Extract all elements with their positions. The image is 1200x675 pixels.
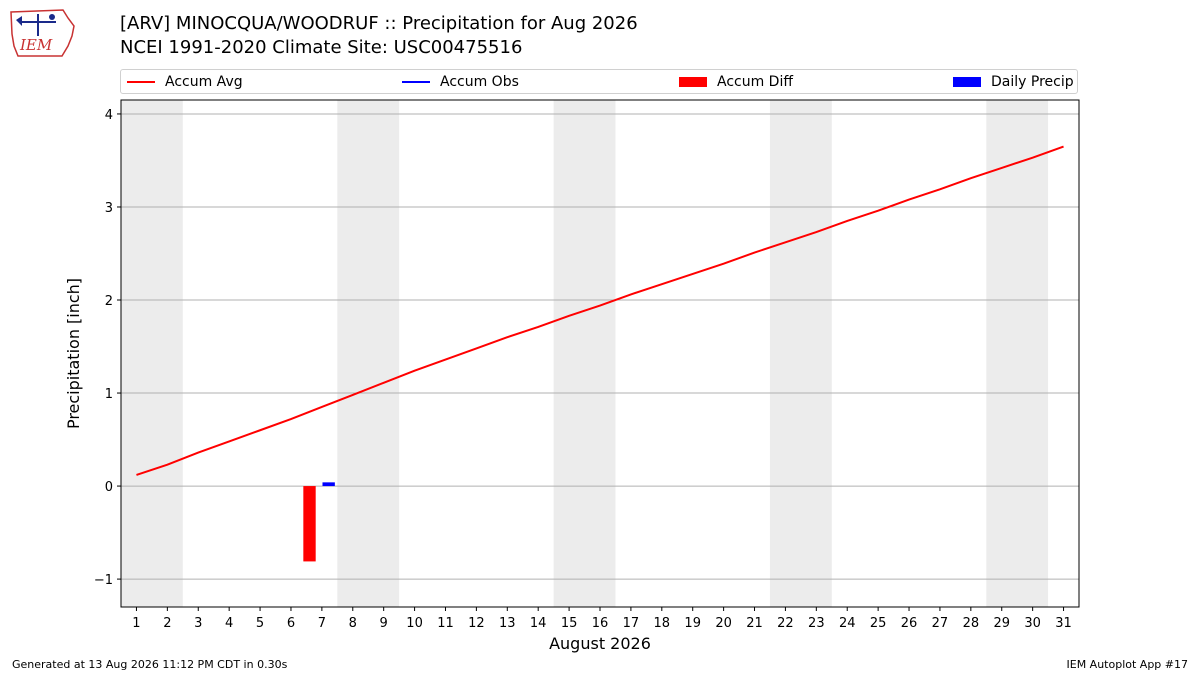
y-tick-label: 1 — [105, 387, 113, 402]
x-tick-label: 7 — [318, 616, 326, 631]
x-axis-label: August 2026 — [549, 634, 651, 653]
y-tick-label: 4 — [105, 108, 113, 123]
legend-item-accum-obs: Accum Obs — [402, 70, 519, 93]
x-tick-label: 30 — [1024, 616, 1041, 631]
weekend-shade — [337, 100, 400, 607]
x-tick-label: 31 — [1055, 616, 1072, 631]
x-tick-label: 12 — [468, 616, 485, 631]
plot-frame — [120, 99, 1080, 608]
x-tick-label: 2 — [163, 616, 171, 631]
x-tick-label: 24 — [839, 616, 856, 631]
x-tick-label: 22 — [777, 616, 794, 631]
x-tick-label: 20 — [715, 616, 732, 631]
x-tick-label: 6 — [287, 616, 295, 631]
legend-item-accum-diff: Accum Diff — [679, 70, 793, 93]
legend-swatch — [402, 80, 430, 83]
legend-label: Accum Diff — [717, 73, 794, 90]
weekend-shade — [986, 100, 1049, 607]
x-tick-label: 17 — [623, 616, 640, 631]
iem-logo: IEM — [8, 6, 80, 58]
x-tick-label: 1 — [132, 616, 140, 631]
x-tick-label: 10 — [406, 616, 423, 631]
weekend-shade — [553, 100, 616, 607]
generated-timestamp: Generated at 13 Aug 2026 11:12 PM CDT in… — [12, 658, 288, 671]
app-label: IEM Autoplot App #17 — [1066, 658, 1189, 671]
y-tick-label: 3 — [105, 201, 113, 216]
legend-swatch — [953, 76, 981, 87]
x-tick-label: 4 — [225, 616, 233, 631]
legend-label: Daily Precip — [991, 73, 1074, 90]
legend-label: Accum Avg — [165, 73, 243, 90]
x-tick-label: 27 — [932, 616, 949, 631]
legend-label: Accum Obs — [440, 73, 519, 90]
x-tick-label: 5 — [256, 616, 264, 631]
weekend-shade — [769, 100, 832, 607]
legend-swatch — [679, 76, 707, 87]
x-tick-label: 11 — [437, 616, 454, 631]
x-tick-label: 28 — [963, 616, 980, 631]
x-tick-label: 26 — [901, 616, 918, 631]
y-tick-label: 2 — [105, 294, 113, 309]
x-tick-label: 19 — [684, 616, 701, 631]
legend-item-daily-precip: Daily Precip — [953, 70, 1074, 93]
x-tick-label: 15 — [561, 616, 578, 631]
chart-title: [ARV] MINOCQUA/WOODRUF :: Precipitation … — [120, 13, 638, 34]
legend-item-accum-avg: Accum Avg — [127, 70, 243, 93]
y-tick-label: 0 — [105, 480, 113, 495]
x-tick-label: 8 — [349, 616, 357, 631]
x-tick-label: 18 — [654, 616, 671, 631]
weather-station-icon — [16, 14, 56, 36]
bar-accum-diff — [303, 486, 316, 562]
x-tick-label: 16 — [592, 616, 609, 631]
legend: Accum Avg Accum Obs Accum Diff Daily Pre… — [120, 69, 1078, 94]
x-tick-label: 13 — [499, 616, 516, 631]
y-tick-label: −1 — [94, 573, 113, 588]
chart-subtitle: NCEI 1991-2020 Climate Site: USC00475516 — [120, 37, 523, 58]
logo-text: IEM — [19, 36, 53, 54]
x-tick-label: 14 — [530, 616, 547, 631]
weekend-shade — [121, 100, 183, 607]
x-tick-label: 21 — [746, 616, 763, 631]
legend-swatch — [127, 80, 155, 83]
x-tick-label: 29 — [993, 616, 1010, 631]
x-tick-label: 25 — [870, 616, 887, 631]
line-accum-avg — [136, 145, 1064, 476]
x-tick-label: 3 — [194, 616, 202, 631]
bar-daily-precip — [322, 482, 335, 487]
x-tick-label: 9 — [380, 616, 388, 631]
y-axis-label: Precipitation [inch] — [64, 278, 83, 429]
x-tick-label: 23 — [808, 616, 825, 631]
